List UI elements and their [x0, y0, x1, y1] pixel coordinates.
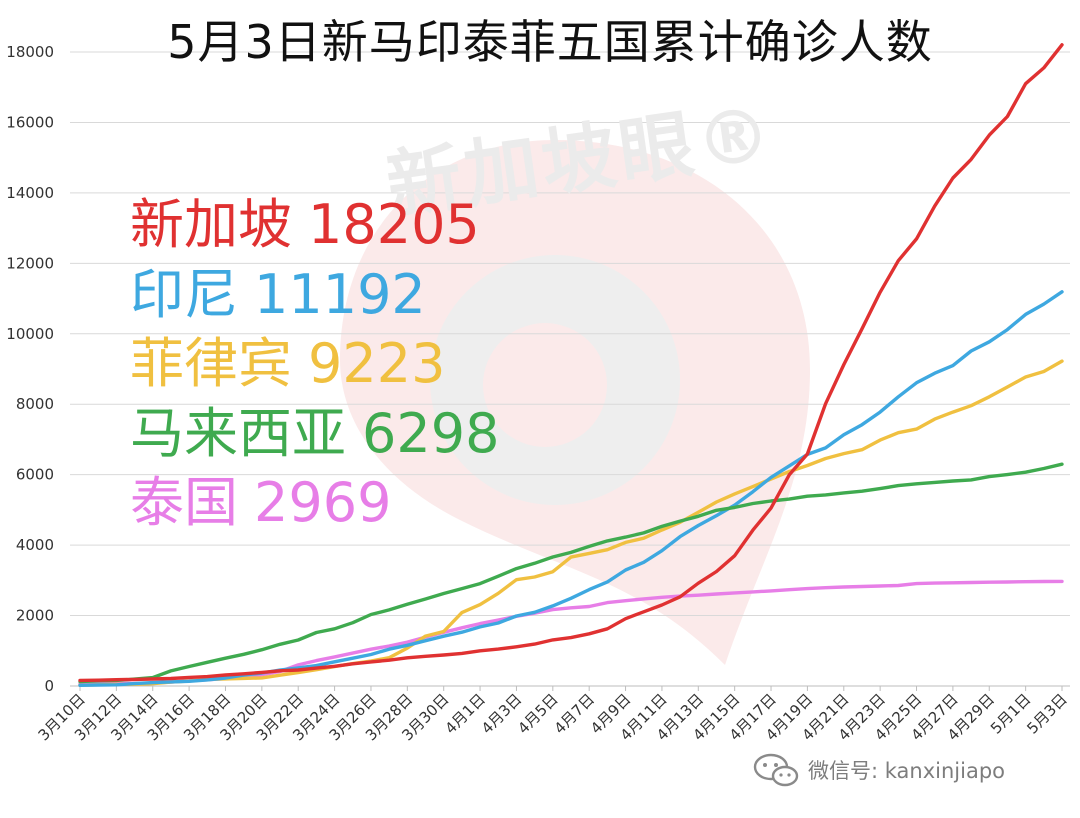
y-tick-label: 6000: [16, 466, 54, 484]
y-tick-label: 0: [44, 677, 54, 695]
y-tick-label: 4000: [16, 536, 54, 554]
x-tick-label: 4月7日: [551, 690, 598, 737]
legend-item: 新加坡 18205: [130, 190, 499, 260]
y-tick-label: 2000: [16, 607, 54, 625]
legend-name: 印尼: [130, 262, 238, 326]
legend-item: 马来西亚 6298: [130, 399, 499, 469]
x-tick-label: 5月3日: [1023, 690, 1070, 737]
x-tick-label: 5月1日: [987, 690, 1034, 737]
x-tick-label: 4月5日: [514, 690, 561, 737]
y-tick-label: 16000: [6, 113, 54, 131]
x-axis-ticks: 3月10日3月12日3月14日3月16日3月18日3月20日3月22日3月24日…: [35, 686, 1071, 744]
y-tick-label: 8000: [16, 395, 54, 413]
legend-item: 印尼 11192: [130, 260, 499, 330]
y-tick-label: 12000: [6, 254, 54, 272]
legend-item: 泰国 2969: [130, 468, 499, 538]
y-tick-label: 18000: [6, 43, 54, 61]
legend-name: 新加坡: [130, 193, 292, 256]
legend-item: 菲律宾 9223: [130, 329, 499, 399]
series-line-0: [78, 43, 1064, 683]
y-tick-label: 10000: [6, 325, 54, 343]
x-tick-label: 4月3日: [478, 690, 525, 737]
series-lines: [78, 43, 1064, 687]
gridlines: [70, 51, 1070, 687]
legend-name: 泰国: [130, 471, 238, 534]
legend-value: 9223: [308, 332, 446, 395]
legend-value: 2969: [254, 471, 392, 534]
y-tick-label: 14000: [6, 184, 54, 202]
y-axis-ticks: 0 2000 4000 6000 8000 10000 12000 14000 16000 180…: [6, 43, 54, 695]
legend-name: 马来西亚: [130, 401, 346, 465]
legend-value: 6298: [362, 401, 500, 465]
legend-value: 18205: [308, 193, 480, 256]
series-line-2: [78, 359, 1064, 687]
legend-name: 菲律宾: [130, 332, 292, 395]
chart-title: 5月3日新马印泰菲五国累计确诊人数: [167, 15, 933, 69]
footer-text: 微信号: kanxinjiapo: [808, 759, 1006, 783]
series-line-3: [78, 462, 1064, 684]
watermark-logo: [340, 140, 810, 665]
wechat-icon: [753, 753, 799, 787]
footer: 微信号: kanxinjiapo: [752, 752, 1005, 788]
x-tick-label: 4月1日: [441, 690, 488, 737]
inline-legend: 新加坡 18205 印尼 11192 菲律宾 9223 马来西亚 6298 泰国 2969: [130, 190, 499, 538]
legend-value: 11192: [254, 262, 426, 326]
